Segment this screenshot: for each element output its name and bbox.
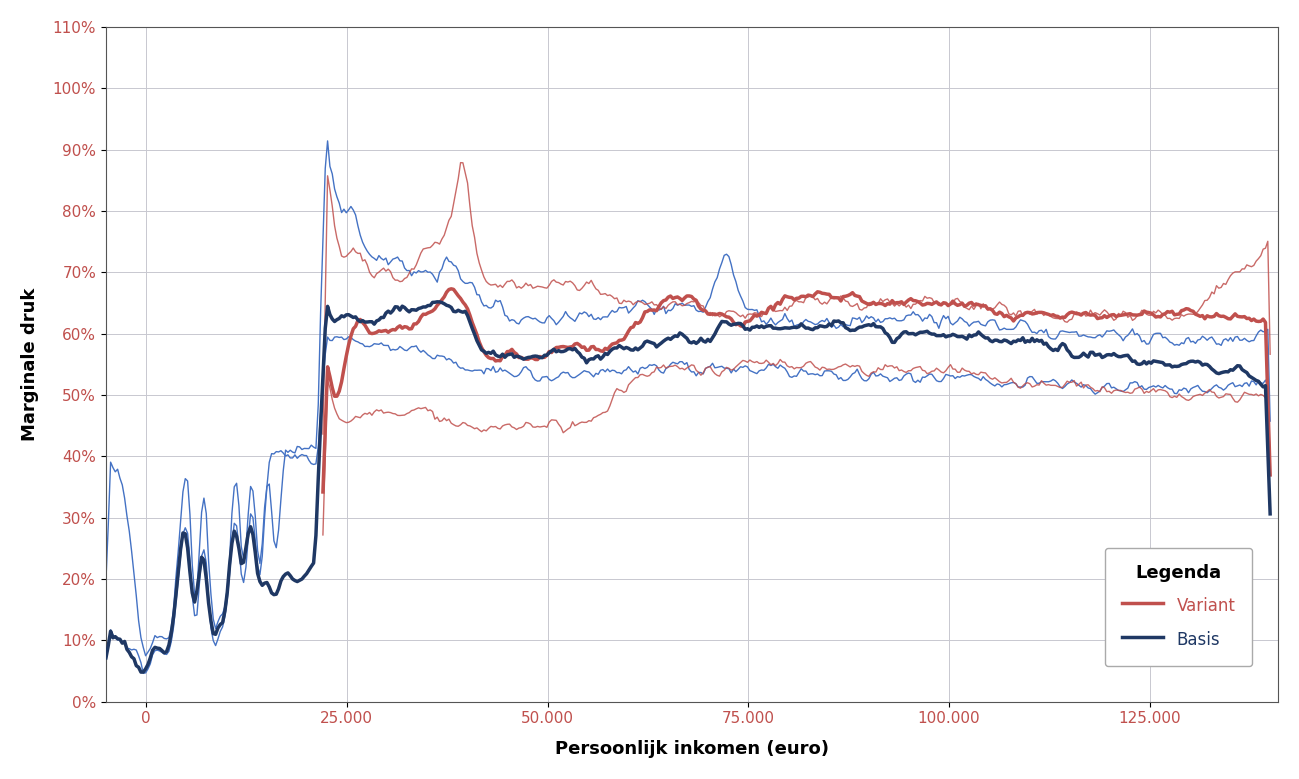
Legend: Variant, Basis: Variant, Basis — [1105, 548, 1252, 666]
Line: Variant: Variant — [323, 289, 1270, 492]
X-axis label: Persoonlijk inkomen (euro): Persoonlijk inkomen (euro) — [555, 740, 829, 758]
Basis — [796, 322, 812, 331]
Variant — [791, 294, 807, 303]
Basis — [99, 654, 114, 663]
Variant — [1263, 471, 1278, 480]
Basis — [656, 337, 672, 346]
Variant — [1052, 313, 1068, 323]
Basis — [733, 319, 748, 328]
Variant — [1234, 312, 1250, 322]
Basis — [1239, 368, 1255, 377]
Basis — [132, 668, 148, 677]
Y-axis label: Marginale druk: Marginale druk — [21, 287, 39, 441]
Variant — [651, 302, 666, 312]
Basis — [662, 335, 678, 344]
Basis — [1263, 509, 1278, 519]
Variant — [659, 295, 674, 305]
Line: Basis: Basis — [107, 301, 1270, 672]
Basis — [430, 297, 446, 306]
Basis — [1057, 340, 1073, 350]
Variant — [727, 320, 743, 330]
